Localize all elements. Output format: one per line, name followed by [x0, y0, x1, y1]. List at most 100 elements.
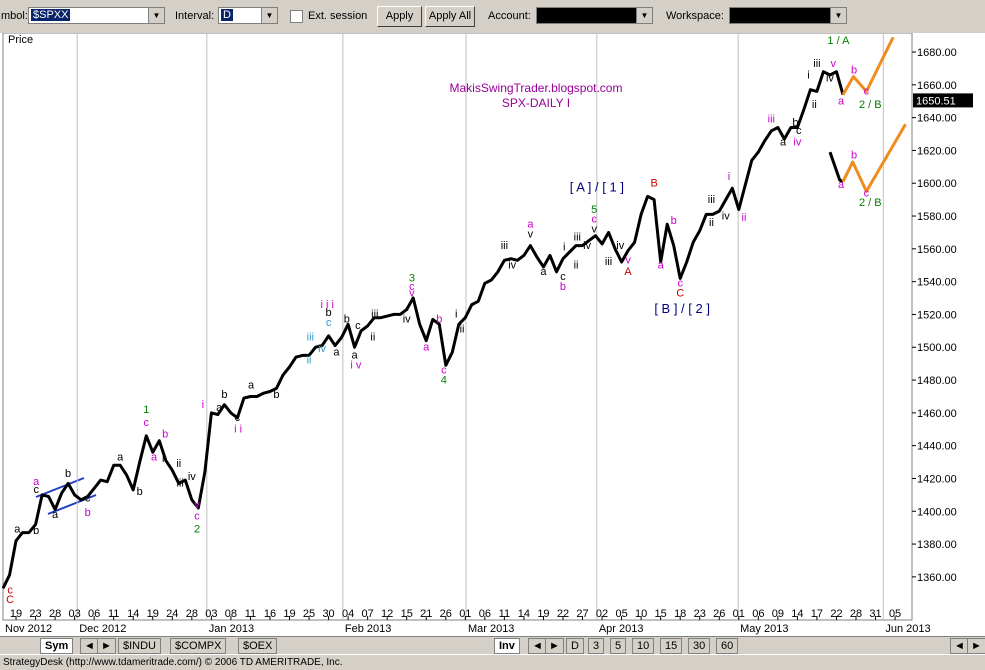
toolbar: mbol: $SPXX ▼ Interval: D ▼ Ext. session A… — [0, 0, 985, 34]
symbol-label: mbol: — [1, 10, 28, 22]
account-label: Account: — [488, 10, 531, 22]
x-tick-label: 06 — [752, 608, 764, 620]
chart: Price MakisSwingTrader.blogspot.com SPX-… — [0, 33, 985, 636]
dropdown-arrow[interactable]: ▼ — [830, 8, 846, 23]
x-tick-label: 04 — [342, 608, 354, 620]
month-label: May 2013 — [740, 623, 788, 635]
x-tick-label: 05 — [889, 608, 901, 620]
wave-label: iv — [403, 314, 411, 326]
wave-label: c — [409, 281, 415, 293]
dropdown-arrow[interactable]: ▼ — [261, 8, 277, 23]
nav-button[interactable]: ► — [967, 638, 985, 654]
interval-tab[interactable]: 60 — [716, 638, 739, 654]
apply-all-button[interactable]: Apply All — [425, 6, 475, 27]
y-tick-label: 1660.00 — [917, 80, 957, 92]
wave-label: A — [624, 266, 632, 278]
x-tick-label: 22 — [830, 608, 842, 620]
index-tab[interactable]: $OEX — [238, 638, 278, 654]
y-tick-label: 1520.00 — [917, 309, 957, 321]
wave-label: v — [591, 223, 597, 235]
interval-tab[interactable]: 5 — [610, 638, 627, 654]
symbol-tab[interactable]: Sym — [40, 638, 74, 654]
x-tick-label: 15 — [655, 608, 667, 620]
wave-label: c — [355, 320, 361, 332]
x-tick-label: 14 — [127, 608, 139, 620]
interval-label: Interval: — [175, 10, 215, 22]
wave-label: c — [677, 278, 683, 290]
x-tick-label: 03 — [69, 608, 81, 620]
wave-label: i — [807, 69, 809, 81]
wave-label: a — [117, 451, 124, 463]
index-tab[interactable]: $COMPX — [170, 638, 227, 654]
wave-label: a — [151, 451, 158, 463]
wave-label: iii — [605, 256, 612, 268]
wave-label: iii — [176, 478, 183, 490]
wave-label: 3 — [409, 273, 415, 285]
interval-tab[interactable]: 10 — [632, 638, 655, 654]
wave-label: iii — [307, 332, 314, 344]
wave-label: [ A ] / [ 1 ] — [570, 179, 624, 194]
wave-label: iii — [371, 309, 378, 321]
inv-tab[interactable]: Inv — [494, 638, 520, 654]
wave-label: ii — [460, 323, 465, 335]
wave-label: b — [436, 314, 442, 326]
wave-label: c — [194, 510, 200, 522]
ext-session-checkbox[interactable] — [290, 10, 303, 23]
wave-label: iii — [768, 114, 775, 126]
wave-label: 2 / B — [859, 197, 882, 209]
wave-label: i — [728, 171, 730, 183]
y-tick-label: 1540.00 — [917, 277, 957, 289]
x-tick-label: 19 — [537, 608, 549, 620]
x-tick-label: 11 — [108, 608, 119, 620]
x-tick-label: 16 — [264, 608, 276, 620]
nav-button[interactable]: ► — [97, 638, 116, 654]
wave-label: c — [85, 492, 91, 504]
y-axis-label: Price — [8, 34, 33, 46]
symbol-field[interactable]: $SPXX ▼ — [28, 7, 165, 24]
wave-label: ii — [709, 217, 714, 229]
wave-label: a — [658, 260, 665, 272]
x-tick-label: 31 — [869, 608, 881, 620]
wave-label: c — [7, 584, 13, 596]
account-field[interactable]: ▼ — [536, 7, 653, 24]
interval-tab[interactable]: D — [566, 638, 584, 654]
wave-label: a — [333, 346, 340, 358]
wave-label: i — [162, 453, 164, 465]
interval-tab[interactable]: 3 — [588, 638, 605, 654]
wave-label: a — [216, 402, 223, 414]
wave-label: iv — [318, 343, 326, 355]
dropdown-arrow[interactable]: ▼ — [148, 8, 164, 23]
wave-label: iv — [583, 240, 591, 252]
wave-label: ii — [307, 355, 312, 367]
dropdown-arrow[interactable]: ▼ — [636, 8, 652, 23]
interval-field[interactable]: D ▼ — [218, 7, 278, 24]
month-label: Mar 2013 — [468, 623, 514, 635]
wave-label: C — [676, 287, 684, 299]
apply-button[interactable]: Apply — [377, 6, 422, 27]
index-tab[interactable]: $INDU — [118, 638, 162, 654]
chart-title: SPX-DAILY I — [502, 96, 570, 110]
wave-label: v — [409, 287, 415, 299]
x-tick-label: 15 — [401, 608, 413, 620]
month-label: Jun 2013 — [885, 623, 930, 635]
x-tick-label: 26 — [713, 608, 725, 620]
wave-label: i v — [350, 360, 362, 372]
wave-label: c — [591, 214, 597, 226]
workspace-field[interactable]: ▼ — [729, 7, 847, 24]
x-tick-label: 28 — [49, 608, 61, 620]
wave-label: ii — [176, 458, 181, 470]
nav-button[interactable]: ► — [545, 638, 564, 654]
interval-tab[interactable]: 15 — [660, 638, 683, 654]
wave-label: b — [221, 389, 227, 401]
plot-frame — [2, 33, 913, 621]
x-tick-label: 10 — [635, 608, 647, 620]
wave-label: iv — [826, 73, 834, 85]
wave-label: b — [671, 215, 677, 227]
wave-label: 5 — [591, 204, 597, 216]
wave-label: 2 / B — [859, 99, 882, 111]
interval-tab[interactable]: 30 — [688, 638, 711, 654]
x-tick-label: 06 — [88, 608, 100, 620]
wave-label: a — [527, 219, 534, 231]
wave-label: iii — [813, 58, 820, 70]
price-line — [841, 123, 907, 193]
